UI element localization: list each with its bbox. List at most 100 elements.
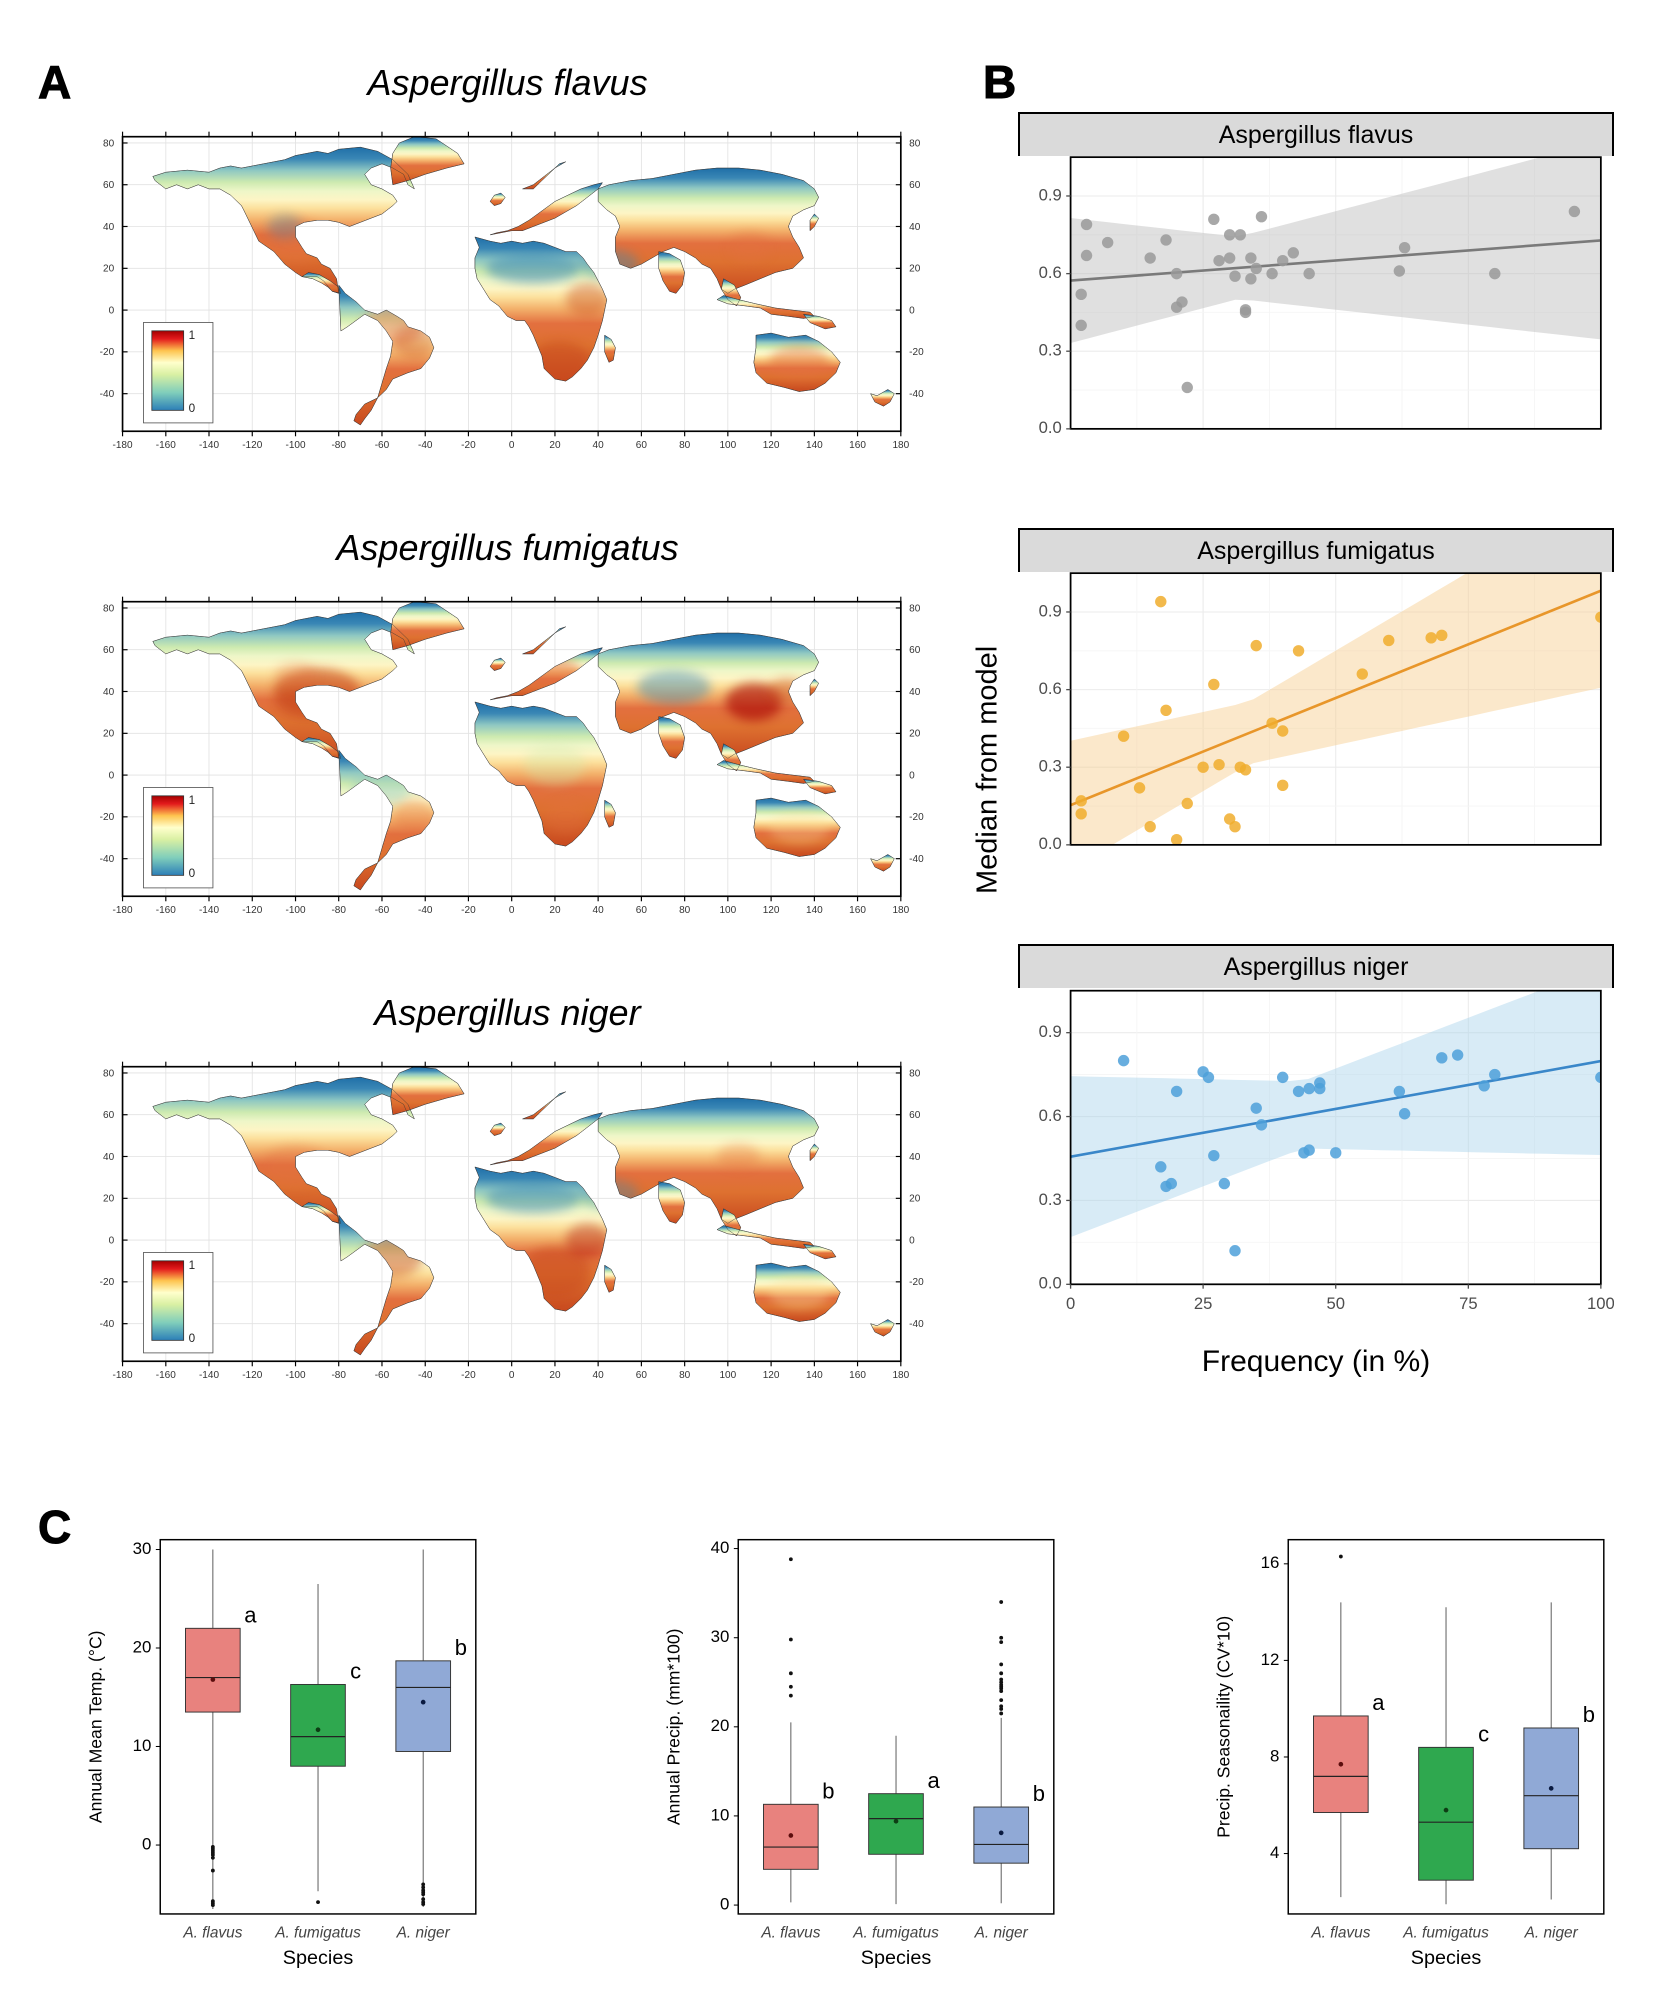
svg-text:-100: -100 [285, 905, 305, 913]
svg-text:60: 60 [909, 1110, 921, 1121]
svg-text:0.9: 0.9 [1039, 601, 1062, 620]
svg-text:180: 180 [892, 595, 909, 596]
svg-text:-160: -160 [156, 440, 176, 448]
svg-text:60: 60 [103, 645, 115, 656]
svg-text:80: 80 [679, 905, 691, 913]
svg-text:-140: -140 [199, 595, 219, 596]
svg-text:120: 120 [763, 130, 780, 131]
svg-text:0: 0 [909, 1235, 915, 1246]
svg-text:-120: -120 [242, 905, 262, 913]
svg-text:80: 80 [909, 1068, 921, 1079]
svg-text:60: 60 [636, 595, 648, 596]
svg-text:40: 40 [593, 595, 605, 596]
svg-text:-80: -80 [331, 905, 346, 913]
svg-text:Species: Species [1411, 1947, 1482, 1969]
svg-text:160: 160 [849, 905, 866, 913]
svg-text:10: 10 [711, 1805, 730, 1824]
svg-text:10: 10 [133, 1736, 152, 1755]
svg-text:12: 12 [1261, 1650, 1280, 1669]
svg-text:20: 20 [103, 729, 115, 740]
svg-text:20: 20 [909, 1194, 921, 1205]
svg-text:40: 40 [593, 1370, 605, 1378]
svg-text:60: 60 [636, 1370, 648, 1378]
svg-text:-40: -40 [418, 905, 433, 913]
svg-text:-40: -40 [100, 389, 115, 400]
svg-text:180: 180 [892, 1060, 909, 1061]
svg-text:0: 0 [189, 1332, 196, 1345]
svg-text:0.9: 0.9 [1039, 1022, 1062, 1041]
svg-text:A. niger: A. niger [1524, 1924, 1579, 1941]
svg-text:80: 80 [679, 440, 691, 448]
svg-text:0: 0 [509, 1060, 515, 1061]
svg-text:60: 60 [909, 180, 921, 191]
svg-text:-120: -120 [242, 440, 262, 448]
svg-text:-180: -180 [113, 440, 133, 448]
svg-text:25: 25 [1194, 1294, 1213, 1310]
svg-text:-100: -100 [285, 1060, 305, 1061]
svg-text:180: 180 [892, 440, 909, 448]
svg-text:180: 180 [892, 905, 909, 913]
svg-text:100: 100 [1587, 1294, 1614, 1310]
svg-text:60: 60 [636, 1060, 648, 1061]
svg-text:120: 120 [763, 905, 780, 913]
svg-text:-60: -60 [375, 130, 390, 131]
svg-text:0: 0 [909, 305, 915, 316]
svg-text:-140: -140 [199, 905, 219, 913]
svg-text:160: 160 [849, 440, 866, 448]
svg-text:-140: -140 [199, 1370, 219, 1378]
svg-text:-20: -20 [461, 905, 476, 913]
svg-text:20: 20 [711, 1716, 730, 1735]
svg-text:-180: -180 [113, 595, 133, 596]
svg-text:-60: -60 [375, 905, 390, 913]
svg-text:140: 140 [806, 130, 823, 131]
svg-text:20: 20 [549, 130, 561, 131]
svg-text:80: 80 [679, 1060, 691, 1061]
svg-text:0: 0 [142, 1834, 151, 1853]
svg-text:0: 0 [109, 305, 115, 316]
svg-text:120: 120 [763, 595, 780, 596]
svg-text:-80: -80 [331, 130, 346, 131]
svg-text:-80: -80 [331, 1060, 346, 1061]
svg-text:160: 160 [849, 1060, 866, 1061]
svg-text:80: 80 [103, 603, 115, 614]
svg-text:0: 0 [509, 595, 515, 596]
svg-text:0.3: 0.3 [1039, 1190, 1062, 1209]
svg-text:80: 80 [909, 603, 921, 614]
svg-text:Precip. Seasonaility (CV*10): Precip. Seasonaility (CV*10) [1214, 1616, 1234, 1838]
svg-text:-40: -40 [418, 130, 433, 131]
svg-text:-40: -40 [909, 389, 924, 400]
svg-text:-40: -40 [100, 1319, 115, 1330]
svg-text:-180: -180 [113, 1370, 133, 1378]
svg-text:80: 80 [103, 138, 115, 149]
svg-text:0.9: 0.9 [1039, 185, 1062, 204]
svg-text:-60: -60 [375, 1370, 390, 1378]
svg-text:60: 60 [103, 180, 115, 191]
svg-text:140: 140 [806, 1060, 823, 1061]
svg-text:A. fumigatus: A. fumigatus [852, 1924, 939, 1941]
svg-text:A. flavus: A. flavus [760, 1924, 820, 1941]
svg-text:0.6: 0.6 [1039, 679, 1062, 698]
svg-text:75: 75 [1459, 1294, 1478, 1310]
svg-text:-40: -40 [418, 1370, 433, 1378]
svg-text:100: 100 [719, 905, 736, 913]
svg-text:180: 180 [892, 130, 909, 131]
svg-text:140: 140 [806, 905, 823, 913]
svg-text:0.0: 0.0 [1039, 1274, 1062, 1293]
svg-text:-140: -140 [199, 440, 219, 448]
svg-text:-40: -40 [418, 595, 433, 596]
svg-text:40: 40 [909, 1152, 921, 1163]
svg-text:b: b [455, 1635, 467, 1660]
svg-text:160: 160 [849, 595, 866, 596]
svg-text:20: 20 [549, 905, 561, 913]
svg-text:40: 40 [593, 440, 605, 448]
svg-text:A. niger: A. niger [974, 1924, 1029, 1941]
svg-text:A. flavus: A. flavus [182, 1924, 242, 1941]
svg-text:60: 60 [909, 645, 921, 656]
svg-text:0: 0 [509, 440, 515, 448]
svg-text:-40: -40 [909, 854, 924, 865]
svg-text:0.6: 0.6 [1039, 263, 1062, 282]
svg-text:20: 20 [103, 264, 115, 275]
svg-text:180: 180 [892, 1370, 909, 1378]
svg-text:50: 50 [1326, 1294, 1345, 1310]
svg-text:100: 100 [719, 1370, 736, 1378]
